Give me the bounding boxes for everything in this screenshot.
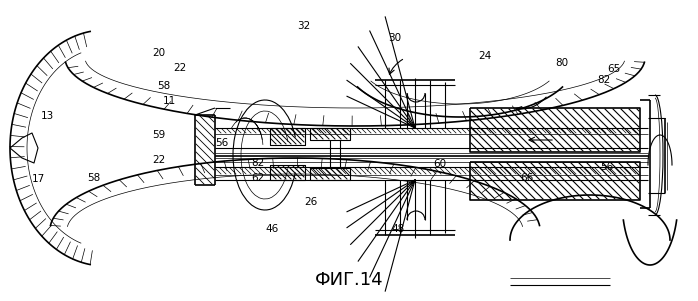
Text: 56: 56 (216, 138, 228, 148)
Text: 65: 65 (608, 64, 621, 74)
Text: 11: 11 (163, 96, 176, 106)
Text: 20: 20 (153, 48, 165, 58)
Text: 22: 22 (153, 154, 165, 165)
Text: 82: 82 (252, 157, 265, 168)
Text: 56: 56 (601, 162, 614, 172)
Text: 66: 66 (521, 172, 533, 183)
Text: ФИГ.14: ФИГ.14 (315, 271, 383, 289)
Text: 30: 30 (388, 33, 401, 43)
Text: 22: 22 (174, 63, 186, 73)
Text: 80: 80 (556, 58, 568, 68)
Text: 59: 59 (153, 130, 165, 141)
Text: 26: 26 (304, 197, 317, 207)
Text: 46: 46 (266, 224, 279, 234)
Text: 62: 62 (252, 172, 265, 183)
Text: 58: 58 (88, 172, 101, 183)
Text: 24: 24 (479, 51, 491, 61)
Text: 82: 82 (597, 75, 610, 85)
Text: 58: 58 (158, 81, 170, 91)
Text: 17: 17 (32, 174, 45, 184)
Text: 13: 13 (41, 111, 54, 121)
Text: 48: 48 (392, 224, 404, 234)
Text: 60: 60 (433, 159, 446, 169)
Text: 32: 32 (297, 20, 310, 31)
